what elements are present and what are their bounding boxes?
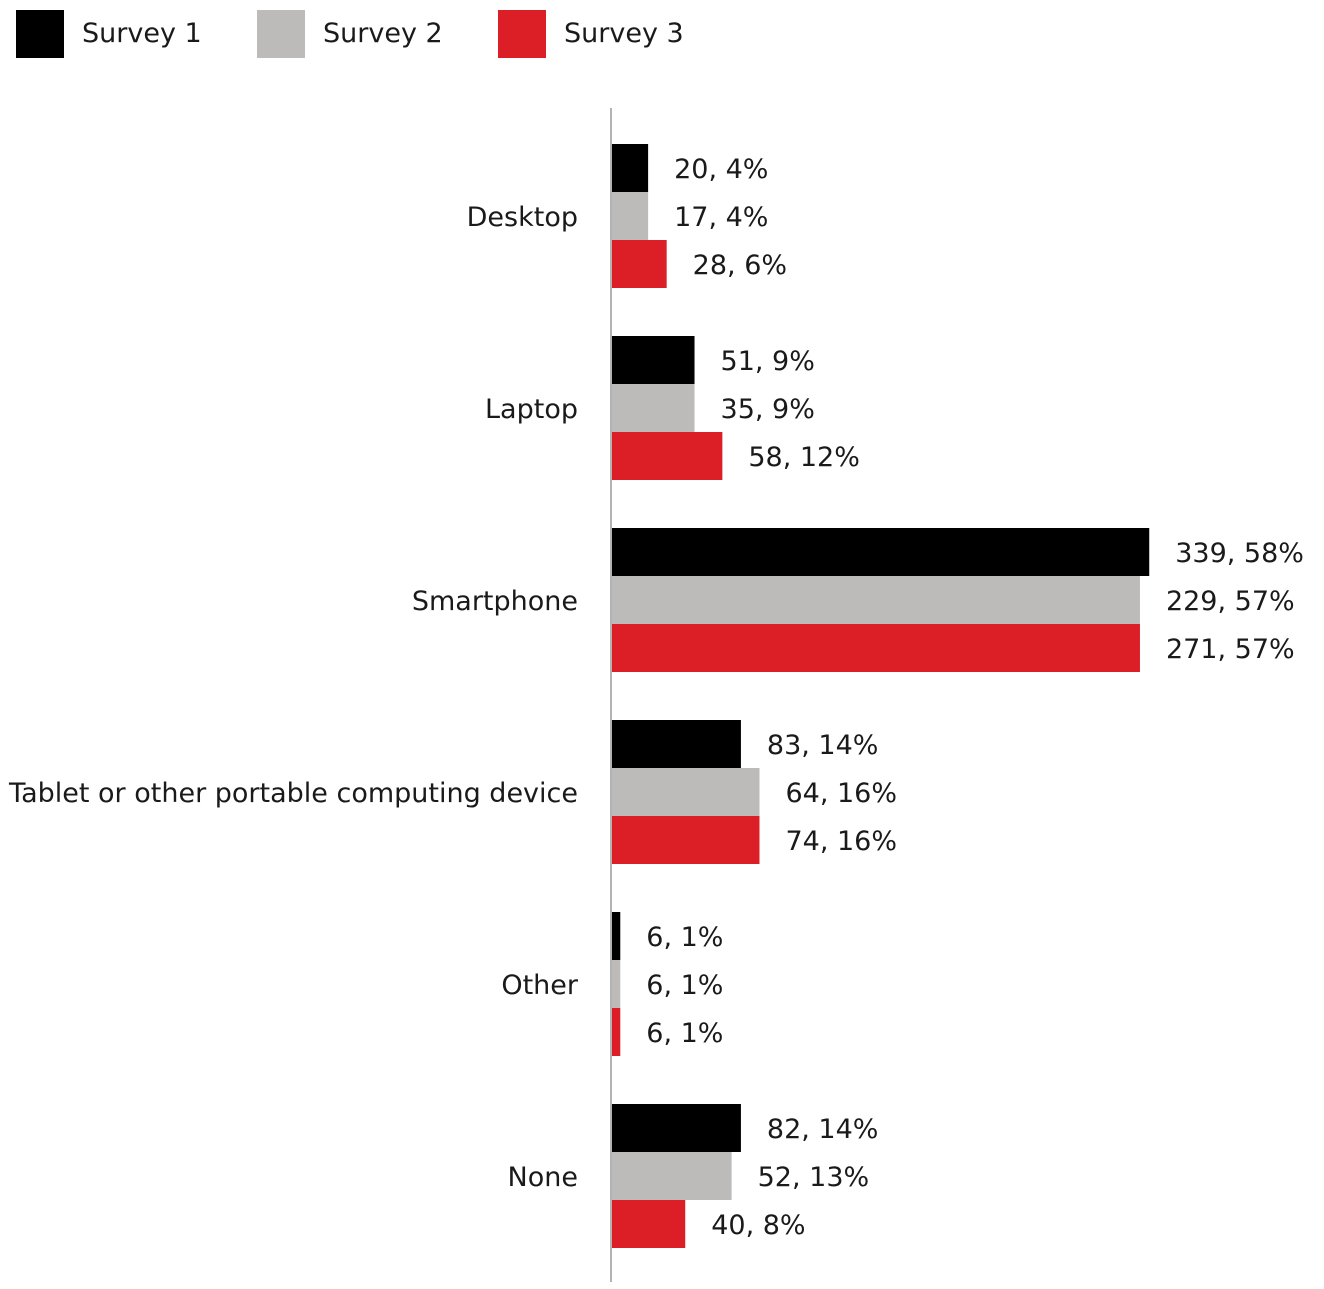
bar-laptop-survey-2 — [611, 384, 695, 432]
legend-label-survey-2: Survey 2 — [323, 18, 443, 49]
data-label-other-survey-1: 6, 1% — [646, 922, 723, 953]
data-label-laptop-survey-1: 51, 9% — [721, 346, 815, 377]
legend-swatch-survey-1 — [16, 10, 64, 58]
bar-none-survey-3 — [611, 1200, 686, 1248]
data-label-desktop-survey-3: 28, 6% — [693, 250, 787, 281]
data-label-smartphone-survey-1: 339, 58% — [1175, 538, 1304, 569]
legend-swatch-survey-3 — [498, 10, 546, 58]
bar-none-survey-1 — [611, 1104, 741, 1152]
bar-tablet-or-other-portable-computing-device-survey-1 — [611, 720, 741, 768]
category-label-tablet-or-other-portable-computing-device: Tablet or other portable computing devic… — [8, 778, 578, 809]
data-label-smartphone-survey-3: 271, 57% — [1166, 634, 1295, 665]
data-label-smartphone-survey-2: 229, 57% — [1166, 586, 1295, 617]
bar-other-survey-2 — [611, 960, 621, 1008]
data-label-other-survey-2: 6, 1% — [646, 970, 723, 1001]
category-label-none: None — [508, 1162, 578, 1193]
category-label-smartphone: Smartphone — [412, 586, 578, 617]
bar-smartphone-survey-3 — [611, 624, 1140, 672]
bar-smartphone-survey-1 — [611, 528, 1150, 576]
legend-label-survey-1: Survey 1 — [82, 18, 202, 49]
data-label-laptop-survey-3: 58, 12% — [748, 442, 860, 473]
data-label-laptop-survey-2: 35, 9% — [721, 394, 815, 425]
data-label-tablet-or-other-portable-computing-device-survey-3: 74, 16% — [785, 826, 897, 857]
bar-other-survey-1 — [611, 912, 621, 960]
bar-desktop-survey-1 — [611, 144, 649, 192]
data-label-desktop-survey-2: 17, 4% — [674, 202, 768, 233]
data-label-other-survey-3: 6, 1% — [646, 1018, 723, 1049]
bar-laptop-survey-3 — [611, 432, 723, 480]
legend-swatch-survey-2 — [257, 10, 305, 58]
bar-tablet-or-other-portable-computing-device-survey-2 — [611, 768, 760, 816]
category-label-laptop: Laptop — [485, 394, 578, 425]
data-label-desktop-survey-1: 20, 4% — [674, 154, 768, 185]
bar-tablet-or-other-portable-computing-device-survey-3 — [611, 816, 760, 864]
bar-other-survey-3 — [611, 1008, 621, 1056]
bar-laptop-survey-1 — [611, 336, 695, 384]
bar-desktop-survey-3 — [611, 240, 667, 288]
legend-label-survey-3: Survey 3 — [564, 18, 684, 49]
bar-none-survey-2 — [611, 1152, 732, 1200]
data-label-tablet-or-other-portable-computing-device-survey-1: 83, 14% — [767, 730, 879, 761]
data-label-none-survey-1: 82, 14% — [767, 1114, 879, 1145]
data-label-none-survey-2: 52, 13% — [758, 1162, 870, 1193]
category-label-other: Other — [501, 970, 579, 1001]
legend: Survey 1 Survey 2 Survey 3 — [0, 0, 1324, 70]
data-label-tablet-or-other-portable-computing-device-survey-2: 64, 16% — [785, 778, 897, 809]
bar-smartphone-survey-2 — [611, 576, 1140, 624]
data-label-none-survey-3: 40, 8% — [711, 1210, 805, 1241]
bar-desktop-survey-2 — [611, 192, 649, 240]
category-label-desktop: Desktop — [467, 202, 578, 233]
